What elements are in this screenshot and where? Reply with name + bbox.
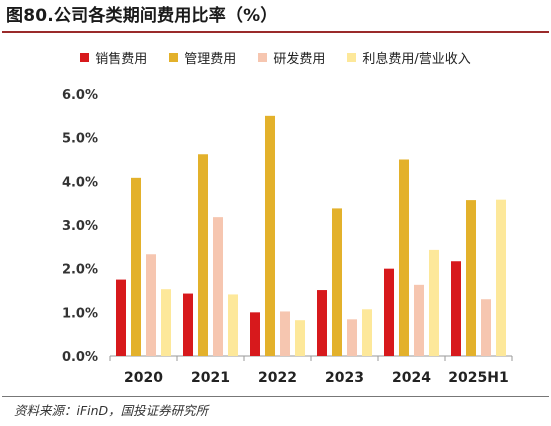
bar-2020-series-0 <box>116 279 126 356</box>
legend-swatch-interest <box>347 53 357 62</box>
bar-2025H1-series-2 <box>481 299 491 356</box>
x-tick-label: 2025H1 <box>448 370 508 386</box>
bar-2024-series-2 <box>414 284 424 356</box>
y-tick-label: 4.0% <box>62 175 98 190</box>
bar-2022-series-0 <box>250 312 260 356</box>
footer-divider <box>2 396 549 397</box>
x-tick-label: 2022 <box>258 370 297 386</box>
title-divider <box>2 31 549 33</box>
bar-2022-series-1 <box>265 115 275 356</box>
legend-label-rnd: 研发费用 <box>273 52 326 67</box>
bar-2020-series-3 <box>161 289 171 356</box>
x-tick-label: 2023 <box>325 370 364 386</box>
source-note: 资料来源：iFinD，国投证券研究所 <box>14 403 209 418</box>
figure-title: 图80.公司各类期间费用比率（%） <box>6 6 278 26</box>
y-tick-label: 5.0% <box>62 132 98 147</box>
bar-2025H1-series-1 <box>466 200 476 356</box>
chart-legend: 销售费用 管理费用 研发费用 利息费用/营业收入 <box>0 48 551 67</box>
y-tick-label: 3.0% <box>62 219 98 234</box>
bar-2021-series-1 <box>198 154 208 356</box>
bar-2023-series-0 <box>317 290 327 356</box>
x-tick-label: 2024 <box>392 370 431 386</box>
bar-2020-series-2 <box>146 254 156 356</box>
legend-label-interest: 利息费用/营业收入 <box>362 52 471 67</box>
bar-2025H1-series-0 <box>451 261 461 356</box>
bar-2022-series-3 <box>295 320 305 356</box>
bar-2024-series-1 <box>399 159 409 356</box>
bar-2024-series-3 <box>429 249 439 356</box>
bar-2021-series-2 <box>213 217 223 356</box>
x-tick-label: 2020 <box>124 370 163 386</box>
bar-2023-series-2 <box>347 319 357 356</box>
legend-swatch-sales <box>80 53 90 62</box>
bar-2024-series-0 <box>384 268 394 356</box>
legend-item-sales: 销售费用 <box>80 48 147 67</box>
bar-2023-series-3 <box>362 309 372 356</box>
bar-2021-series-0 <box>183 293 193 356</box>
y-tick-label: 2.0% <box>62 263 98 278</box>
legend-swatch-admin <box>169 53 179 62</box>
bar-2023-series-1 <box>332 208 342 356</box>
y-tick-label: 0.0% <box>62 350 98 365</box>
legend-swatch-rnd <box>258 53 268 62</box>
bar-2021-series-3 <box>228 294 238 356</box>
legend-label-sales: 销售费用 <box>95 52 148 67</box>
bar-2020-series-1 <box>131 177 141 356</box>
legend-item-admin: 管理费用 <box>169 48 236 67</box>
legend-item-rnd: 研发费用 <box>258 48 325 67</box>
bar-2025H1-series-3 <box>496 199 506 356</box>
bar-2022-series-2 <box>280 311 290 356</box>
x-tick-label: 2021 <box>191 370 230 386</box>
y-tick-label: 1.0% <box>62 306 98 321</box>
y-tick-label: 6.0% <box>62 88 98 103</box>
legend-label-admin: 管理费用 <box>184 52 237 67</box>
legend-item-interest: 利息费用/营业收入 <box>347 48 471 67</box>
